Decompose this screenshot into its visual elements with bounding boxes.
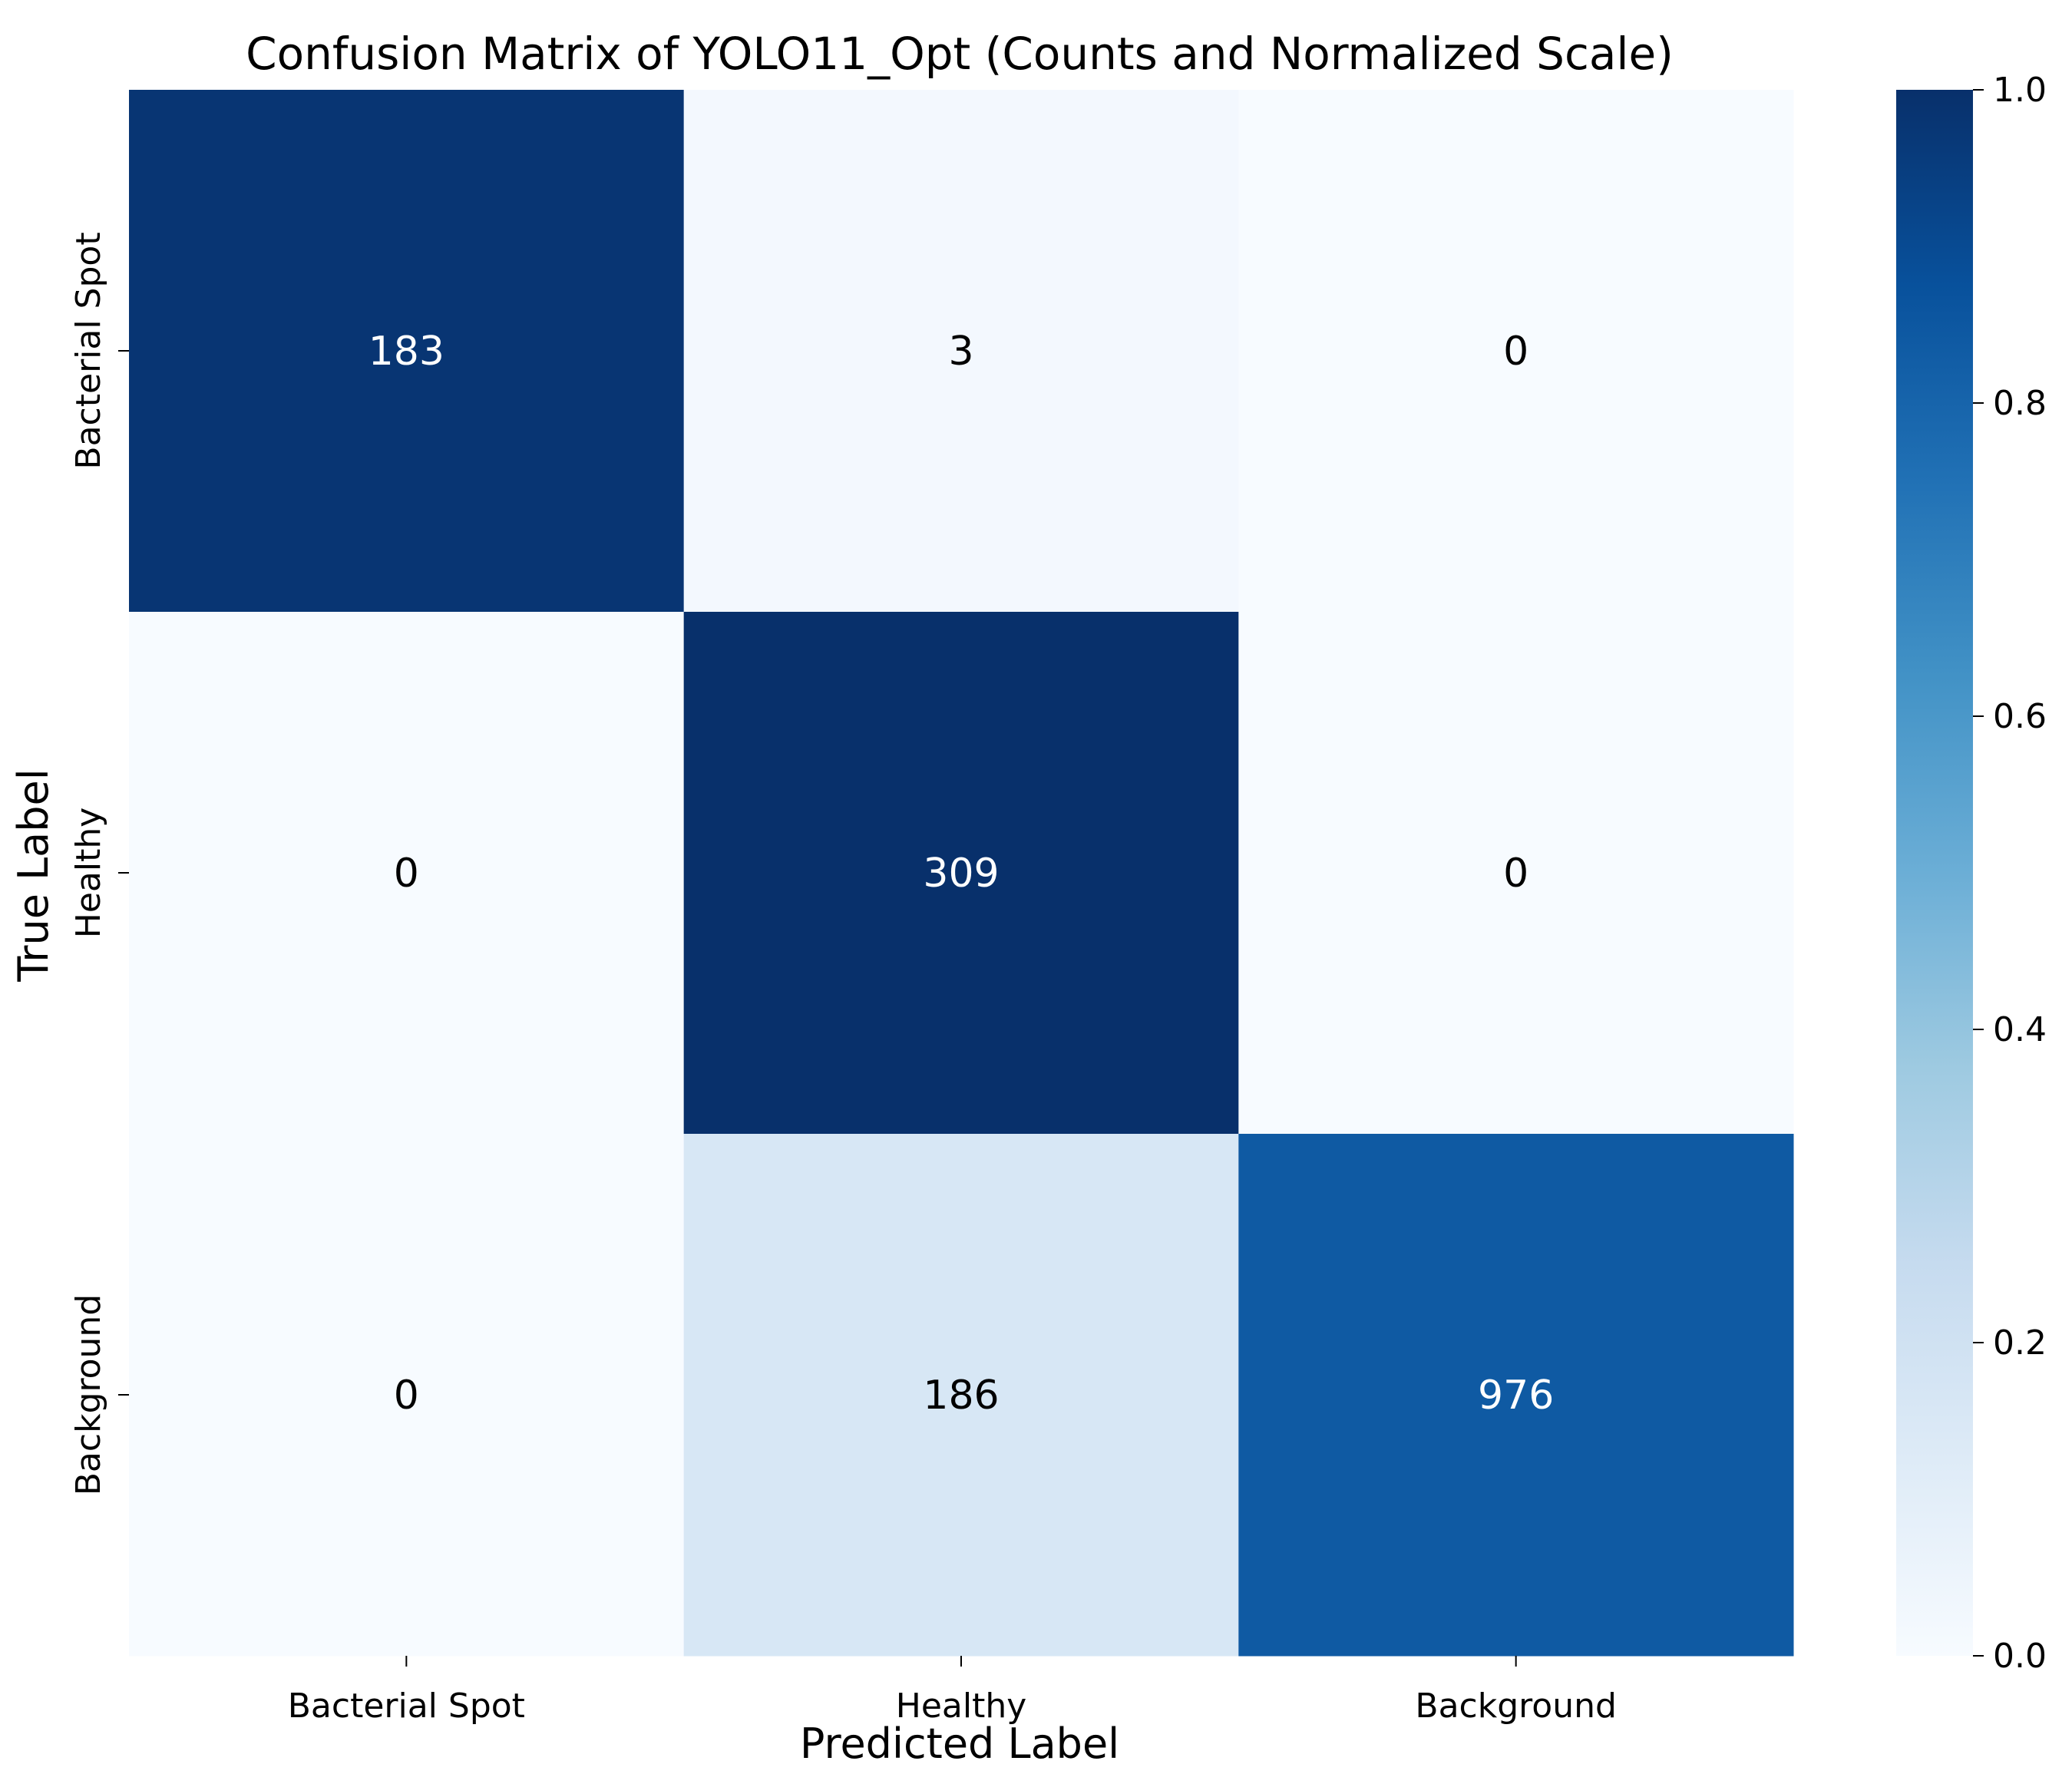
- y-tick-label: Healthy: [69, 808, 108, 939]
- heatmap-cell: [683, 612, 1239, 1135]
- y-axis-label: True Label: [9, 768, 58, 983]
- cell-count-label: 0: [1503, 329, 1528, 375]
- colorbar: [1896, 90, 1973, 1656]
- heatmap-cell: [1238, 1134, 1794, 1657]
- heatmap-cell: [1238, 612, 1794, 1135]
- cell-count-label: 0: [394, 1373, 419, 1419]
- heatmap-cell: [683, 90, 1239, 613]
- heatmap-cells: 183 3 0 0 309 0 0 186 976: [129, 90, 1794, 1657]
- x-tick-label: Bacterial Spot: [288, 1687, 525, 1726]
- heatmap-cell: [1238, 90, 1794, 613]
- y-tick-label: Bacterial Spot: [69, 232, 108, 469]
- cell-count-label: 0: [394, 851, 419, 897]
- cell-count-label: 0: [1503, 851, 1528, 897]
- x-axis-ticks: Bacterial Spot Healthy Background: [288, 1656, 1617, 1726]
- colorbar-tick-label: 0.2: [1993, 1323, 2047, 1363]
- heatmap-cell: [683, 1134, 1239, 1657]
- colorbar-tick-label: 0.4: [1993, 1010, 2047, 1049]
- heatmap-cell: [129, 1134, 685, 1657]
- colorbar-ticks: 0.0 0.2 0.4 0.6 0.8 1.0: [1973, 71, 2047, 1676]
- cell-count-label: 183: [368, 329, 444, 375]
- x-axis-label: Predicted Label: [800, 1720, 1119, 1768]
- heatmap-cell: [129, 612, 685, 1135]
- colorbar-tick-label: 1.0: [1993, 71, 2047, 110]
- colorbar-tick-label: 0.8: [1993, 384, 2047, 423]
- cell-count-label: 3: [948, 329, 973, 375]
- x-tick-label: Healthy: [896, 1687, 1027, 1726]
- cell-count-label: 309: [923, 851, 999, 897]
- x-tick-label: Background: [1415, 1687, 1617, 1726]
- heatmap-cell: [129, 90, 685, 613]
- chart-title: Confusion Matrix of YOLO11_Opt (Counts a…: [246, 28, 1674, 80]
- y-axis-ticks: Bacterial Spot Healthy Background: [69, 232, 129, 1495]
- colorbar-tick-label: 0.0: [1993, 1637, 2047, 1676]
- cell-count-label: 976: [1478, 1373, 1554, 1419]
- y-tick-label: Background: [69, 1294, 108, 1496]
- cell-count-label: 186: [923, 1373, 999, 1419]
- colorbar-tick-label: 0.6: [1993, 697, 2047, 736]
